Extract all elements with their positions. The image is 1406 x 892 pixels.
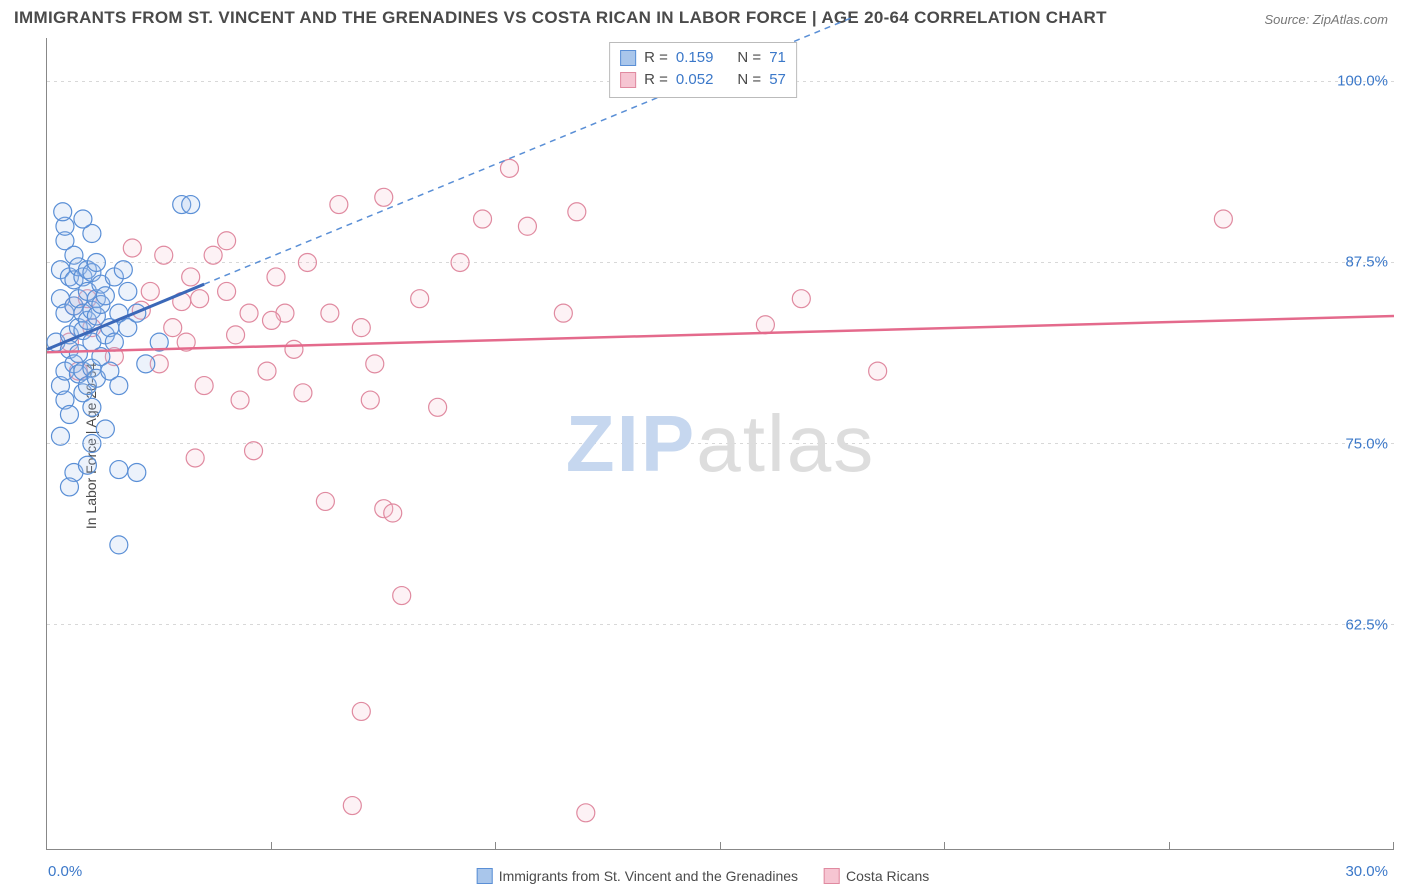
plot-area: ZIPatlas	[46, 38, 1394, 850]
stats-n-label: N =	[737, 69, 761, 91]
x-axis-max-label: 30.0%	[1345, 863, 1388, 880]
source-credit: Source: ZipAtlas.com	[1264, 12, 1388, 27]
y-tick-label: 87.5%	[1345, 254, 1388, 271]
legend-label-a: Immigrants from St. Vincent and the Gren…	[499, 868, 798, 884]
x-tick	[944, 842, 945, 850]
stats-n-b: 57	[769, 69, 786, 91]
x-tick	[495, 842, 496, 850]
stats-row-b: R = 0.052 N = 57	[620, 69, 786, 91]
x-axis-min-label: 0.0%	[48, 863, 82, 880]
swatch-series-b	[824, 868, 840, 884]
stats-r-b: 0.052	[676, 69, 714, 91]
y-tick-label: 62.5%	[1345, 616, 1388, 633]
stats-n-label: N =	[737, 47, 761, 69]
stats-r-a: 0.159	[676, 47, 714, 69]
legend-item-b: Costa Ricans	[824, 868, 929, 884]
x-tick	[46, 842, 47, 850]
y-tick-label: 75.0%	[1345, 435, 1388, 452]
x-tick	[720, 842, 721, 850]
swatch-series-a	[620, 50, 636, 66]
stats-r-label: R =	[644, 69, 668, 91]
stats-r-label: R =	[644, 47, 668, 69]
chart-container: IMMIGRANTS FROM ST. VINCENT AND THE GREN…	[0, 0, 1406, 892]
legend-item-a: Immigrants from St. Vincent and the Gren…	[477, 868, 798, 884]
chart-title: IMMIGRANTS FROM ST. VINCENT AND THE GREN…	[14, 8, 1107, 28]
swatch-series-a	[477, 868, 493, 884]
swatch-series-b	[620, 72, 636, 88]
y-tick-label: 100.0%	[1337, 73, 1388, 90]
x-tick	[1169, 842, 1170, 850]
bottom-legend: Immigrants from St. Vincent and the Gren…	[477, 868, 930, 884]
legend-label-b: Costa Ricans	[846, 868, 929, 884]
x-tick	[1393, 842, 1394, 850]
plot-svg	[47, 38, 1394, 849]
stats-row-a: R = 0.159 N = 71	[620, 47, 786, 69]
stats-n-a: 71	[769, 47, 786, 69]
stats-legend: R = 0.159 N = 71 R = 0.052 N = 57	[609, 42, 797, 98]
x-tick	[271, 842, 272, 850]
